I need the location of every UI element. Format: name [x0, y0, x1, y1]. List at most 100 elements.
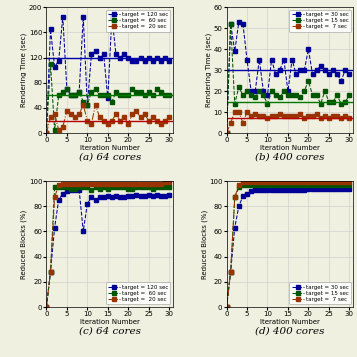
target = 30 sec	[335, 72, 339, 76]
target =  60 sec	[126, 93, 130, 97]
target = 15 sec	[225, 131, 229, 135]
target =  20 sec	[114, 112, 118, 116]
target = 15 sec	[315, 93, 319, 97]
target =  7 sec	[265, 180, 270, 185]
target = 30 sec	[225, 131, 229, 135]
target = 30 sec	[298, 188, 302, 192]
target =  20 sec	[94, 103, 98, 107]
target = 30 sec	[261, 89, 266, 93]
target = 120 sec	[77, 90, 81, 94]
target =  20 sec	[69, 112, 73, 116]
target =  60 sec	[151, 186, 155, 191]
target =  7 sec	[270, 114, 274, 119]
target =  7 sec	[228, 121, 233, 125]
target =  7 sec	[286, 114, 290, 119]
target = 120 sec	[110, 195, 114, 200]
Y-axis label: Rendering Time (sec): Rendering Time (sec)	[206, 33, 212, 107]
target = 120 sec	[122, 195, 126, 200]
target = 15 sec	[261, 93, 266, 97]
target = 120 sec	[65, 87, 69, 91]
target =  7 sec	[282, 180, 286, 185]
target = 120 sec	[44, 131, 49, 135]
target = 120 sec	[134, 193, 139, 197]
target =  60 sec	[142, 93, 147, 97]
target =  7 sec	[253, 180, 257, 185]
target =  60 sec	[81, 100, 85, 104]
target =  7 sec	[228, 270, 233, 274]
target = 15 sec	[233, 195, 237, 200]
target =  60 sec	[69, 93, 73, 97]
target =  7 sec	[233, 195, 237, 200]
Text: (b) 400 cores: (b) 400 cores	[255, 153, 325, 162]
Line: target = 15 sec: target = 15 sec	[225, 22, 351, 135]
target = 120 sec	[106, 194, 110, 198]
target = 120 sec	[94, 198, 98, 202]
target =  20 sec	[139, 115, 143, 120]
target = 30 sec	[331, 68, 335, 72]
target =  60 sec	[77, 185, 81, 190]
target =  20 sec	[77, 112, 81, 116]
target = 120 sec	[139, 55, 143, 60]
target =  20 sec	[106, 121, 110, 126]
target =  7 sec	[286, 180, 290, 185]
target =  20 sec	[101, 181, 106, 186]
target = 120 sec	[69, 93, 73, 97]
target = 30 sec	[249, 89, 253, 93]
target =  20 sec	[81, 103, 85, 107]
target =  7 sec	[298, 112, 302, 116]
target =  7 sec	[261, 114, 266, 119]
target = 120 sec	[126, 194, 130, 198]
target = 15 sec	[310, 183, 315, 187]
target = 30 sec	[245, 191, 249, 196]
target =  60 sec	[159, 185, 163, 190]
target =  60 sec	[159, 90, 163, 94]
Y-axis label: Reduced Blocks (%): Reduced Blocks (%)	[201, 210, 207, 279]
Legend: target = 30 sec, target = 15 sec, target =  7 sec: target = 30 sec, target = 15 sec, target…	[290, 282, 351, 304]
target =  7 sec	[347, 180, 352, 185]
target = 120 sec	[167, 193, 171, 197]
target =  60 sec	[147, 90, 151, 94]
target = 30 sec	[265, 93, 270, 97]
target = 15 sec	[347, 183, 352, 187]
target =  60 sec	[167, 185, 171, 190]
target = 30 sec	[302, 68, 306, 72]
target =  7 sec	[294, 180, 298, 185]
target = 120 sec	[69, 188, 73, 192]
target = 30 sec	[286, 188, 290, 192]
target = 120 sec	[73, 188, 77, 192]
target = 30 sec	[343, 68, 347, 72]
target = 15 sec	[315, 183, 319, 187]
Line: target =  7 sec: target = 7 sec	[225, 181, 351, 308]
target =  60 sec	[81, 185, 85, 190]
target = 30 sec	[265, 188, 270, 192]
target = 30 sec	[339, 79, 343, 83]
target =  60 sec	[44, 131, 49, 135]
target = 15 sec	[261, 183, 266, 187]
target =  20 sec	[110, 119, 114, 123]
target = 30 sec	[347, 72, 352, 76]
Line: target =  60 sec: target = 60 sec	[45, 62, 171, 135]
target =  60 sec	[89, 90, 94, 94]
target = 120 sec	[101, 52, 106, 56]
target = 120 sec	[61, 14, 65, 19]
Line: target = 120 sec: target = 120 sec	[45, 188, 171, 308]
target = 120 sec	[118, 195, 122, 200]
target =  60 sec	[142, 185, 147, 190]
target =  7 sec	[257, 180, 261, 185]
target = 15 sec	[265, 102, 270, 106]
target =  60 sec	[48, 62, 52, 66]
target =  60 sec	[134, 185, 139, 190]
target =  7 sec	[335, 180, 339, 185]
target = 15 sec	[335, 183, 339, 187]
target = 15 sec	[327, 100, 331, 104]
target =  60 sec	[118, 93, 122, 97]
target =  20 sec	[159, 121, 163, 126]
target =  20 sec	[44, 131, 49, 135]
target =  60 sec	[163, 185, 167, 190]
target =  60 sec	[130, 87, 135, 91]
target = 120 sec	[147, 55, 151, 60]
target = 30 sec	[306, 186, 311, 191]
target = 15 sec	[294, 183, 298, 187]
target = 15 sec	[270, 89, 274, 93]
target =  7 sec	[241, 180, 245, 185]
